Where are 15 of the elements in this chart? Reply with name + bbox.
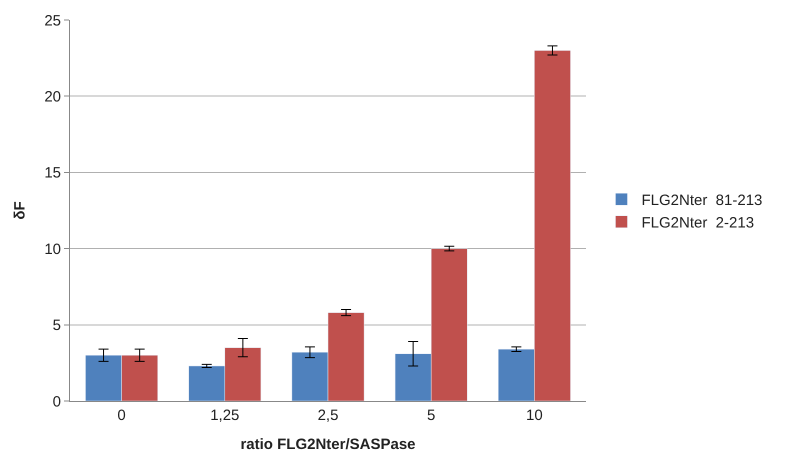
y-tick-label: 25 [44, 12, 61, 30]
x-tick-label: 5 [427, 407, 436, 424]
y-tick-label: 0 [52, 393, 61, 410]
y-axis-title: δF [12, 201, 29, 220]
legend-label: FLG2Nter 2-213 [641, 214, 754, 232]
y-tick-label: 5 [52, 317, 61, 334]
x-axis-title: ratio FLG2Nter/SASPase [240, 436, 416, 453]
legend-label: FLG2Nter 81-213 [641, 192, 762, 210]
x-tick-label: 2,5 [318, 407, 338, 424]
x-tick-label: 0 [117, 407, 126, 424]
y-tick-label: 10 [44, 240, 61, 258]
x-tick-label: 10 [526, 407, 543, 424]
y-tick-label: 20 [44, 88, 61, 106]
x-tick-label: 1,25 [210, 407, 240, 424]
y-tick-label: 15 [44, 164, 61, 182]
